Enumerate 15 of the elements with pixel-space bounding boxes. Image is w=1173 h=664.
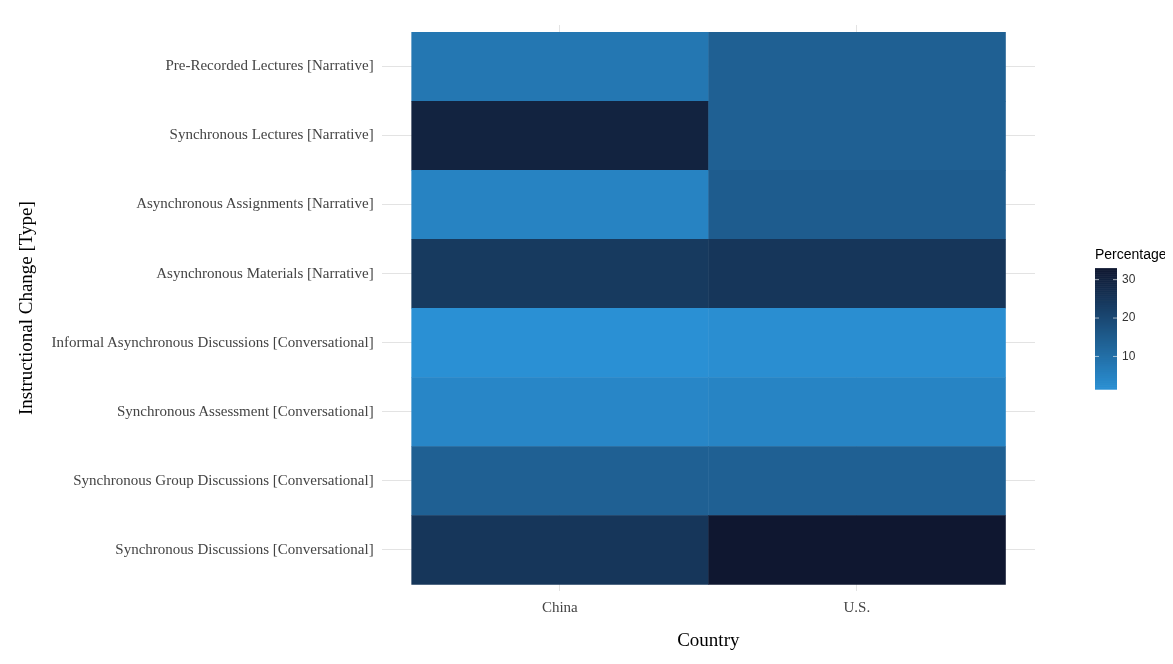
y-tick-label: Synchronous Lectures [Narrative] bbox=[169, 126, 374, 143]
y-tick-label: Asynchronous Assignments [Narrative] bbox=[136, 195, 374, 212]
y-tick-label: Pre-Recorded Lectures [Narrative] bbox=[165, 57, 374, 74]
y-tick-label: Synchronous Discussions [Conversational] bbox=[115, 540, 374, 557]
color-bar-label: 30 bbox=[1122, 271, 1136, 286]
color-bar-label: 10 bbox=[1122, 348, 1136, 363]
x-tick-label: U.S. bbox=[843, 599, 871, 616]
y-axis-title: Instructional Change [Type] bbox=[15, 201, 37, 416]
x-axis-title: Country bbox=[677, 628, 740, 650]
x-tick-label: China bbox=[541, 599, 579, 616]
y-tick-label: Asynchronous Materials [Narrative] bbox=[156, 264, 374, 281]
color-bar-label: 20 bbox=[1122, 310, 1136, 325]
y-tick-label: Synchronous Assessment [Conversational] bbox=[117, 402, 374, 419]
y-tick-label: Synchronous Group Discussions [Conversational] bbox=[73, 471, 374, 488]
y-tick-label: Informal Asynchronous Discussions [Conversational] bbox=[51, 333, 374, 350]
